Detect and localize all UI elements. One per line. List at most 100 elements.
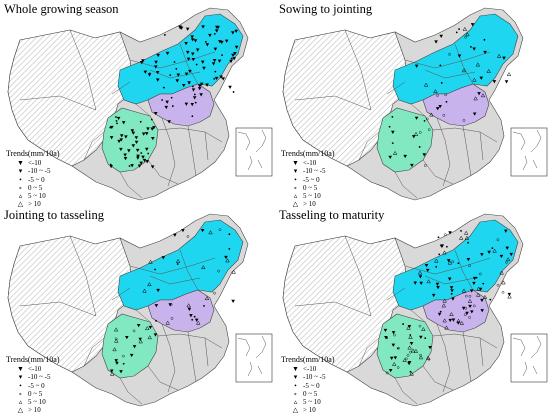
- station-marker: [499, 254, 504, 259]
- station-marker: [186, 303, 191, 308]
- station-marker: [155, 71, 160, 75]
- station-marker: [472, 281, 476, 286]
- station-marker: [505, 246, 510, 250]
- legend-title: Trends(mm/10a): [281, 355, 335, 364]
- station-marker: [161, 99, 163, 101]
- province-border: [161, 117, 176, 187]
- station-marker: [437, 236, 440, 239]
- legend-item: ▼ <-10: [281, 365, 334, 373]
- station-marker: [123, 153, 127, 157]
- station-marker: [132, 329, 136, 333]
- station-marker: [197, 87, 202, 91]
- station-marker: [426, 279, 431, 284]
- station-marker: [230, 31, 235, 35]
- province-border: [294, 95, 372, 111]
- station-marker: [231, 299, 235, 304]
- province-border: [410, 103, 426, 117]
- station-marker: [468, 316, 471, 319]
- station-marker: [418, 324, 422, 328]
- station-marker: [175, 258, 181, 263]
- small-open-up-triangle-icon: ▵: [18, 398, 23, 407]
- station-marker: [217, 59, 222, 63]
- station-marker: [146, 127, 150, 131]
- station-marker: [165, 51, 170, 56]
- station-marker: [156, 53, 160, 58]
- legend-item-label: -10 ~ -5: [28, 373, 51, 382]
- station-marker: [212, 58, 217, 63]
- legend-item: ▵ 5 ~ 10: [281, 398, 334, 406]
- station-marker: [110, 125, 114, 130]
- station-marker: [501, 280, 506, 285]
- legend-item: ∘ 0 ~ 5: [281, 390, 334, 398]
- province-border: [111, 81, 131, 95]
- station-marker: [413, 131, 419, 136]
- station-marker: [410, 348, 416, 353]
- station-marker: [113, 327, 119, 332]
- map-panel-1: Whole growing season Trends(mm/10a) ▼ <-10 ▾…: [0, 0, 275, 208]
- station-marker: [388, 368, 393, 373]
- station-marker: [469, 289, 474, 293]
- province-border: [204, 131, 209, 161]
- station-marker: [122, 362, 125, 365]
- legend-item-label: <-10: [28, 365, 42, 374]
- station-marker: [148, 259, 153, 264]
- station-marker: [176, 263, 179, 265]
- station-marker: [134, 140, 139, 144]
- station-marker: [405, 357, 408, 361]
- small-open-up-triangle-icon: ▵: [18, 192, 23, 201]
- province-border: [147, 365, 179, 391]
- legend: Trends(mm/10a) ▼ <-10 ▾ -10 ~ -5 • -5 ~ 0 ∘ 0 ~ …: [281, 355, 335, 414]
- china-map: [7, 7, 273, 201]
- dot-icon: •: [19, 381, 22, 390]
- legend-item-label: -10 ~ -5: [303, 167, 326, 176]
- station-marker: [213, 291, 216, 295]
- station-marker: [139, 120, 142, 123]
- station-marker: [232, 91, 235, 93]
- station-marker: [388, 125, 391, 128]
- province-border: [386, 287, 406, 301]
- station-marker: [147, 335, 152, 340]
- station-marker: [124, 135, 128, 139]
- station-marker: [425, 355, 431, 360]
- station-marker: [190, 52, 195, 56]
- filled-down-triangle-icon: ▼: [17, 159, 24, 168]
- station-marker: [450, 289, 454, 293]
- station-marker: [176, 73, 181, 77]
- map-panel-4: Tasseling to maturity Trends(mm/10a) ▼ <-10…: [275, 206, 550, 414]
- station-marker: [162, 86, 165, 89]
- province-border: [436, 117, 451, 187]
- station-marker: [205, 43, 210, 47]
- station-marker: [472, 77, 477, 82]
- station-marker: [442, 113, 446, 117]
- station-marker: [391, 331, 396, 335]
- huanghuaihai-region: [147, 83, 215, 127]
- station-marker: [130, 164, 134, 168]
- south-china-sea-inset: [510, 333, 548, 383]
- station-marker: [499, 270, 504, 275]
- station-marker: [496, 283, 500, 287]
- station-marker: [169, 303, 173, 306]
- station-marker: [465, 32, 470, 37]
- legend-item-label: -5 ~ 0: [303, 175, 320, 184]
- station-marker: [138, 339, 143, 344]
- station-marker: [194, 101, 197, 104]
- station-marker: [475, 62, 481, 67]
- station-marker: [165, 320, 170, 325]
- station-marker: [234, 45, 239, 49]
- legend-item-label: <-10: [303, 159, 317, 168]
- station-marker: [467, 241, 469, 244]
- station-marker: [409, 334, 412, 336]
- station-marker: [385, 371, 389, 375]
- province-border: [111, 287, 131, 301]
- province-border: [135, 103, 151, 117]
- station-marker: [150, 118, 153, 121]
- station-marker: [468, 264, 471, 268]
- station-marker: [419, 281, 423, 286]
- legend-item: △ > 10: [6, 200, 59, 208]
- station-marker: [463, 313, 467, 316]
- south-china-sea-inset: [235, 127, 273, 177]
- station-marker: [439, 310, 442, 313]
- province-border: [69, 235, 97, 317]
- station-marker: [191, 318, 194, 321]
- station-marker: [170, 96, 173, 99]
